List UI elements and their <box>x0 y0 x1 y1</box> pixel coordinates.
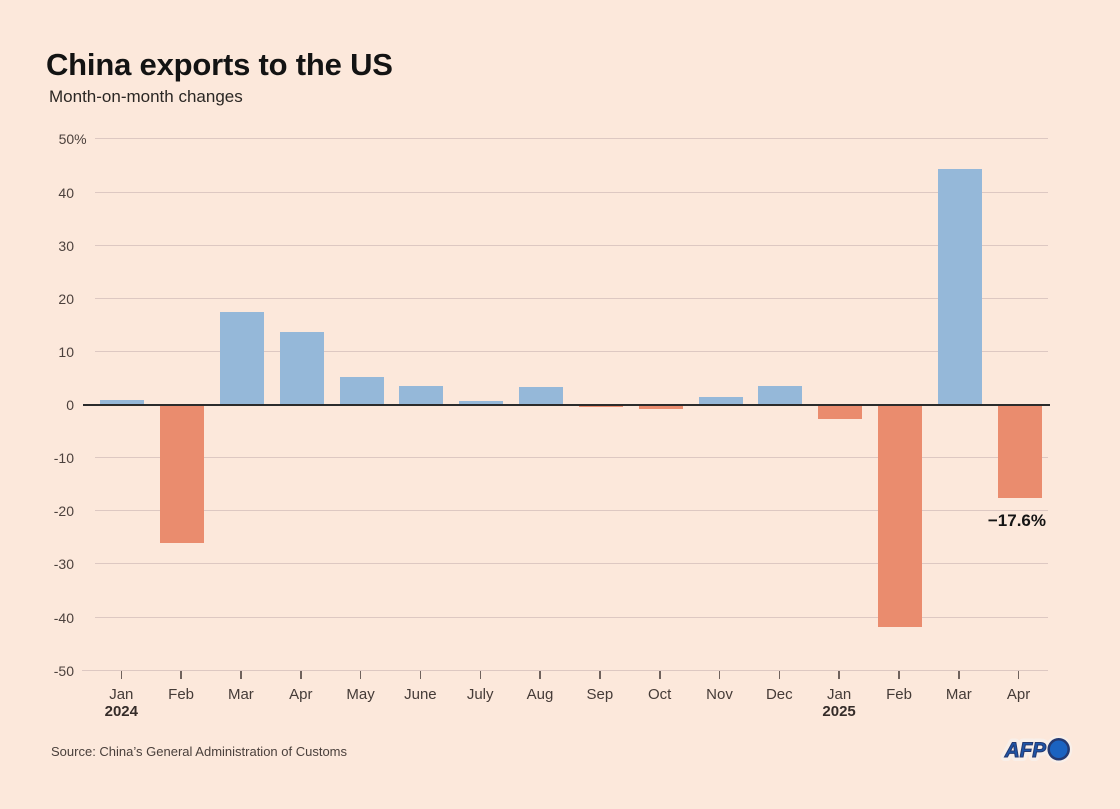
svg-text:AFP: AFP <box>1004 739 1047 763</box>
svg-text:AFP: AFP <box>1004 739 1047 763</box>
